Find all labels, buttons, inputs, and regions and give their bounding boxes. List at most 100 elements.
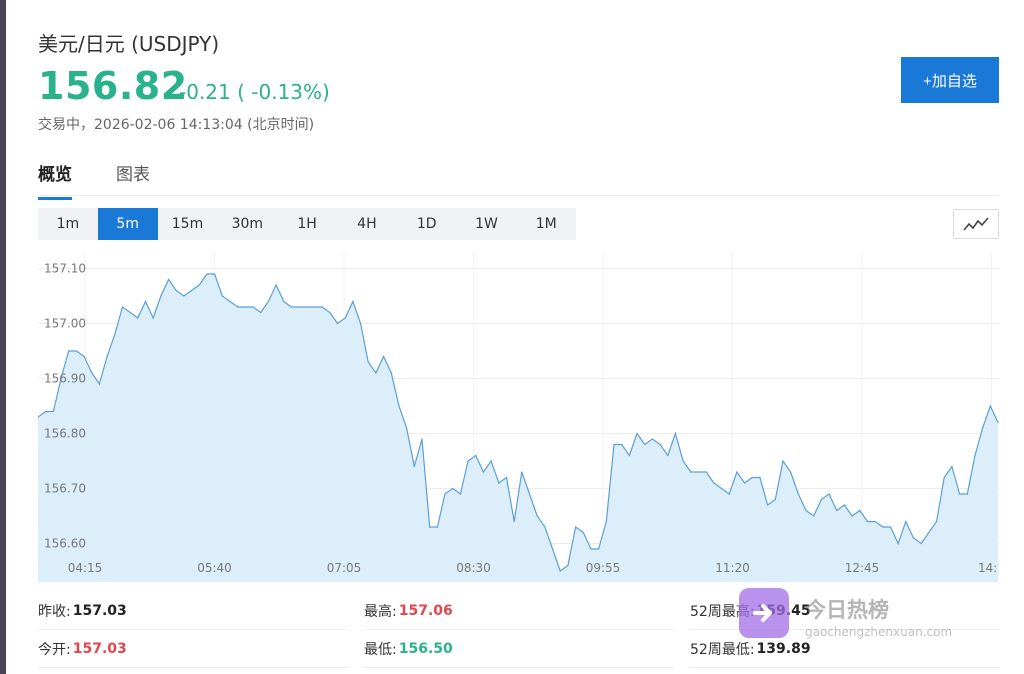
y-tick-label: 156.90: [44, 372, 86, 386]
stat-label: 52周最高:: [690, 603, 755, 620]
x-tick-label: 14:1: [978, 561, 999, 575]
period-5m[interactable]: 5m: [97, 208, 158, 240]
period-1mo[interactable]: 1M: [535, 216, 557, 232]
page-title: 美元/日元 (USDJPY): [38, 32, 220, 56]
period-30m[interactable]: 30m: [231, 216, 264, 232]
period-1w[interactable]: 1W: [475, 216, 498, 232]
tab-chart[interactable]: 图表: [116, 165, 150, 185]
tab-overview[interactable]: 概览: [38, 160, 72, 200]
price-point: [475, 454, 477, 457]
stat-prev-close: 昨收: 157.03: [38, 592, 348, 630]
period-4h[interactable]: 4H: [357, 216, 377, 232]
price-point: [920, 542, 922, 545]
add-watchlist-button[interactable]: +加自选: [901, 57, 999, 103]
price-point: [997, 421, 999, 424]
price-point: [744, 482, 746, 484]
price-point: [68, 350, 70, 352]
price-point: [175, 289, 177, 292]
x-tick-label: 11:20: [715, 561, 750, 575]
price-point: [352, 300, 354, 303]
price-area: [38, 274, 998, 582]
price-point: [889, 526, 892, 528]
price-point: [613, 443, 615, 446]
chart-svg: 157.10 157.00 156.90 156.80 156.70 156.60 04:1…: [37, 252, 1005, 582]
price-point: [974, 454, 976, 457]
price-point: [820, 498, 823, 501]
x-tick-label: 05:40: [197, 561, 232, 575]
period-1d[interactable]: 1D: [416, 216, 437, 232]
price-point: [490, 460, 492, 462]
price-point: [298, 306, 300, 308]
stat-label: 最低:: [364, 641, 397, 658]
price-point: [644, 443, 646, 446]
stat-value: 157.03: [72, 602, 127, 619]
price-point: [521, 471, 523, 473]
price-point: [605, 520, 607, 523]
price-point: [759, 476, 761, 479]
stat-52w-low: 52周最低: 139.89: [690, 630, 1000, 668]
period-selector: 1m 5m 15m 30m 1H 4H 1D 1W 1M: [38, 208, 577, 240]
chart-type-button[interactable]: [953, 209, 999, 239]
price-point: [60, 377, 62, 380]
price-point: [137, 317, 139, 319]
price-point: [690, 471, 692, 473]
price-point: [659, 443, 661, 446]
price-point: [705, 471, 707, 473]
price-point: [129, 311, 131, 314]
tab-bar: 概览 图表: [38, 150, 999, 200]
watermark: 今日热榜 gaochengzhenxuan.com: [739, 588, 1009, 644]
price-point: [567, 564, 569, 567]
price-point: [114, 333, 116, 336]
price-point: [367, 361, 369, 363]
price-point: [267, 300, 269, 303]
price-point: [452, 487, 454, 490]
price-point: [621, 443, 623, 446]
price-point: [121, 306, 124, 308]
price-point: [290, 306, 292, 308]
price-point: [75, 350, 77, 352]
price-point: [329, 311, 331, 314]
price-point: [774, 498, 776, 501]
price-point: [651, 438, 654, 440]
price-point: [951, 465, 953, 468]
stats-row: 今开: 157.03 最低: 156.50 52周最低: 139.89: [38, 630, 1000, 668]
price-point: [528, 493, 531, 495]
price-point: [244, 306, 246, 308]
price-point: [321, 306, 323, 308]
stat-label: 最高:: [364, 603, 397, 620]
period-1m[interactable]: 1m: [56, 216, 80, 232]
current-price: 156.82: [38, 64, 188, 108]
stat-high: 最高: 157.06: [364, 592, 674, 630]
price-point: [375, 372, 377, 374]
price-chart[interactable]: 157.10 157.00 156.90 156.80 156.70 156.60 04:1…: [37, 252, 1005, 586]
period-1h[interactable]: 1H: [297, 216, 317, 232]
price-point: [467, 460, 469, 462]
price-point: [406, 427, 408, 429]
price-point: [283, 300, 285, 303]
price-point: [237, 306, 239, 308]
price-point: [582, 531, 584, 534]
price-point: [383, 355, 385, 358]
price-point: [91, 372, 93, 374]
price-point: [390, 372, 392, 374]
stat-value: 156.50: [398, 640, 453, 657]
y-tick-label: 156.80: [44, 427, 86, 441]
price-point: [252, 306, 254, 308]
price-point: [421, 438, 423, 440]
price-point: [982, 427, 984, 429]
window-edge: [0, 0, 6, 674]
period-15m[interactable]: 15m: [171, 216, 204, 232]
price-point: [214, 273, 216, 275]
trading-status: 交易中，2026-02-06 14:13:04 (北京时间): [38, 117, 315, 133]
price-point: [260, 311, 262, 314]
price-point: [628, 454, 631, 457]
price-point: [782, 460, 784, 462]
watermark-text: 今日热榜: [805, 598, 889, 622]
price-point: [52, 410, 54, 413]
price-point: [882, 526, 884, 528]
y-tick-label: 156.60: [44, 537, 86, 551]
price-point: [598, 548, 600, 550]
price-point: [805, 509, 807, 512]
price-point: [436, 526, 438, 528]
price-point: [37, 416, 39, 418]
